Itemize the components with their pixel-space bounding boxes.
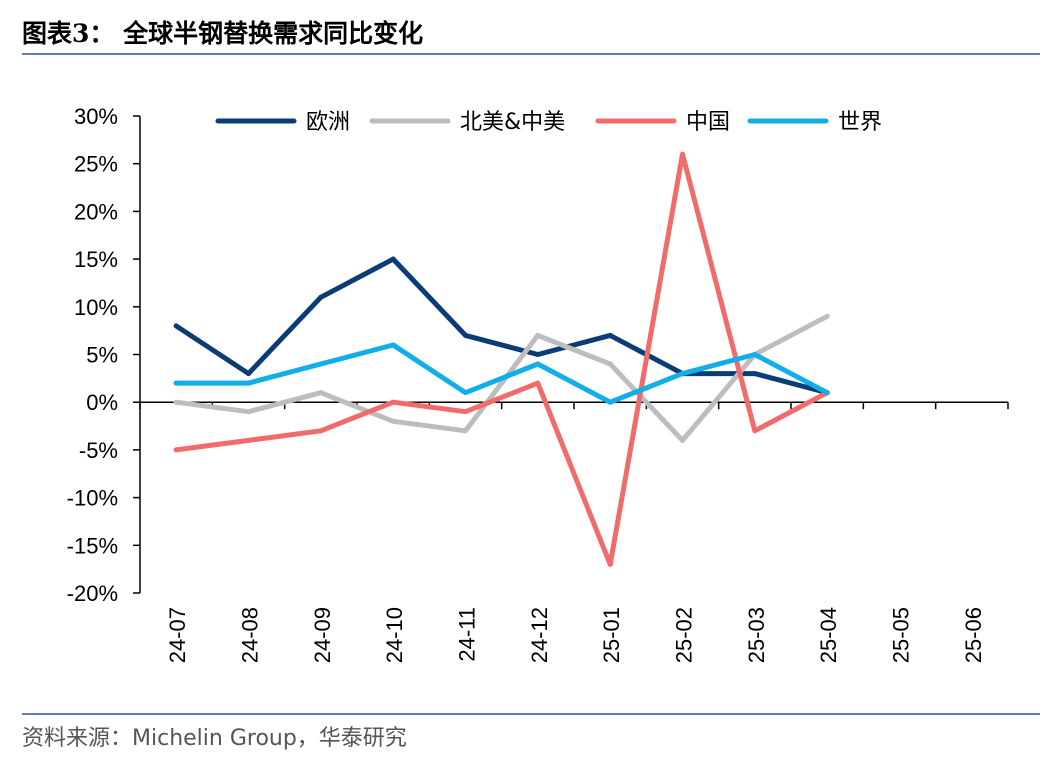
data-point: [318, 294, 324, 300]
data-point: [463, 409, 468, 415]
series-layer: [173, 151, 830, 567]
data-point: [607, 399, 613, 405]
data-point: [824, 390, 830, 396]
data-point: [824, 313, 830, 319]
legend: 欧洲 北美&中美 中国 世界: [215, 110, 882, 135]
data-point: [535, 352, 541, 357]
data-point: [390, 399, 396, 405]
legend-label: 欧洲: [306, 110, 350, 135]
series-line-0: [173, 256, 830, 396]
y-tick-label: -5%: [79, 438, 118, 463]
x-axis: 24-07 24-08 24-09 24-10 24-11 24-12 25-01 25-02…: [139, 401, 1009, 663]
page-title: 图表3： 全球半钢替换需求同比变化: [22, 19, 424, 48]
data-point: [318, 361, 324, 367]
top-divider: [22, 53, 1040, 55]
x-tick-label: 25-05: [889, 607, 914, 663]
bottom-divider: [22, 713, 1040, 715]
y-tick-label: -15%: [67, 533, 118, 558]
title-row: 图表3： 全球半钢替换需求同比变化: [22, 14, 1040, 54]
x-tick-label: 24-10: [382, 607, 407, 663]
data-point: [390, 342, 396, 348]
data-point: [463, 428, 468, 434]
y-tick-label: -10%: [67, 486, 118, 511]
y-tick-label: 20%: [74, 199, 118, 224]
y-tick-label: -20%: [67, 581, 118, 606]
data-point: [752, 428, 758, 434]
legend-label: 北美&中美: [460, 110, 565, 135]
legend-label: 中国: [686, 110, 730, 135]
data-point: [173, 380, 179, 386]
y-tick-label: 10%: [74, 295, 118, 320]
series-line-1: [173, 313, 830, 443]
data-point: [246, 380, 251, 386]
x-tick-label: 24-12: [527, 607, 552, 663]
data-point: [463, 390, 468, 396]
x-tick-label: 24-09: [310, 607, 335, 663]
x-tick-label: 25-01: [599, 607, 624, 663]
data-point: [680, 151, 685, 157]
line-chart: 30% 25% 20% 15% 10% 5% 0% -5% -10% -15% -20% 24-07…: [67, 104, 1009, 663]
x-tick-label: 25-02: [672, 607, 697, 663]
data-point: [607, 361, 613, 367]
y-tick-label: 30%: [74, 104, 118, 129]
data-point: [390, 418, 396, 424]
y-tick-label: 25%: [74, 152, 118, 177]
data-point: [173, 399, 179, 405]
data-point: [607, 332, 613, 338]
y-tick-label: 5%: [86, 343, 118, 368]
x-tick-label: 24-08: [238, 607, 263, 663]
series-line-2: [173, 151, 830, 567]
data-point: [535, 380, 541, 386]
data-point: [535, 361, 541, 367]
data-point: [390, 256, 396, 262]
data-point: [535, 332, 541, 338]
data-point: [318, 428, 324, 434]
x-tick-label: 25-04: [816, 607, 841, 663]
legend-label: 世界: [838, 110, 882, 135]
x-tick-label: 25-03: [744, 607, 769, 663]
data-point: [173, 323, 179, 329]
x-tick-label: 24-07: [165, 607, 190, 663]
source-note: 资料来源：Michelin Group，华泰研究: [22, 726, 407, 751]
data-point: [246, 371, 251, 377]
data-point: [463, 332, 468, 338]
data-point: [752, 371, 758, 377]
data-point: [246, 437, 251, 443]
data-point: [246, 409, 251, 415]
data-point: [318, 390, 324, 396]
data-point: [607, 561, 613, 567]
data-point: [680, 437, 685, 443]
data-point: [752, 352, 758, 357]
series-line-3: [173, 342, 830, 405]
x-tick-label: 25-06: [961, 607, 986, 663]
data-point: [680, 371, 685, 377]
x-tick-label: 24-11: [455, 607, 480, 662]
y-axis: 30% 25% 20% 15% 10% 5% 0% -5% -10% -15% -20%: [67, 104, 141, 606]
y-tick-label: 15%: [74, 247, 118, 272]
y-tick-label: 0%: [86, 390, 118, 415]
data-point: [173, 447, 179, 453]
